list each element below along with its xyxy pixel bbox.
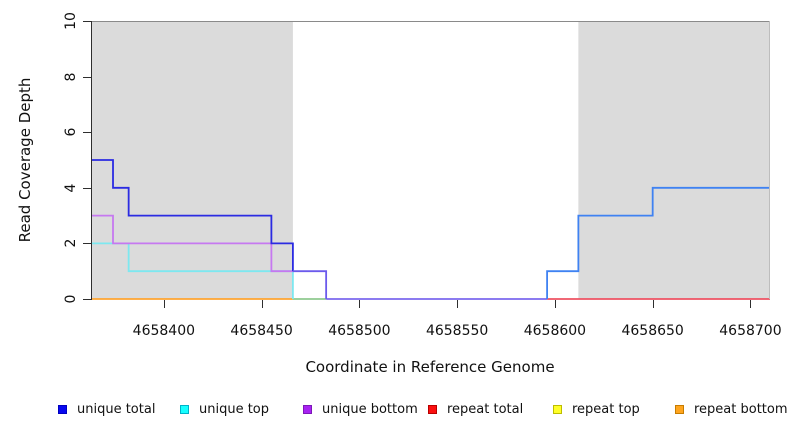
shaded-region <box>578 21 770 299</box>
series-line <box>91 214 293 273</box>
x-tick-label: 4658550 <box>425 323 489 339</box>
x-tick-mark <box>457 300 458 308</box>
y-tick-mark <box>83 188 91 189</box>
legend-item: unique top <box>180 401 269 417</box>
legend-item: repeat total <box>428 401 523 417</box>
x-tick-label: 4658400 <box>132 323 196 339</box>
y-tick-mark <box>83 243 91 244</box>
x-tick-label: 4658450 <box>230 323 293 339</box>
y-tick-label: 2 <box>63 238 79 248</box>
shaded-region <box>91 21 293 299</box>
series-line <box>546 186 770 299</box>
series-line <box>91 159 294 272</box>
x-tick-label: 4658500 <box>328 323 391 339</box>
x-tick-mark <box>359 300 360 308</box>
y-tick-label: 10 <box>63 12 79 30</box>
x-tick-mark <box>750 300 751 308</box>
legend-label: repeat total <box>447 401 524 417</box>
x-tick-mark <box>164 300 165 308</box>
legend-swatch-icon <box>553 404 562 414</box>
y-tick-label: 0 <box>63 294 79 304</box>
x-tick-label: 4658650 <box>621 323 684 339</box>
y-tick-label: 4 <box>63 183 79 193</box>
y-tick-mark <box>83 21 91 22</box>
legend-swatch-icon <box>180 404 189 414</box>
legend-item: repeat top <box>553 401 640 417</box>
y-tick-label: 6 <box>63 127 79 137</box>
legend-swatch-icon <box>58 404 67 414</box>
x-tick-label: 4658700 <box>719 323 782 339</box>
legend-item: repeat bottom <box>675 401 788 417</box>
x-tick-mark <box>262 300 263 308</box>
legend-item: unique bottom <box>303 401 418 417</box>
legend-swatch-icon <box>303 404 312 414</box>
x-tick-label: 4658600 <box>523 323 587 339</box>
series-line <box>292 270 328 299</box>
plot-frame-top <box>91 21 770 22</box>
legend-label: repeat top <box>572 401 640 417</box>
plot-frame-right <box>769 21 770 299</box>
legend-label: unique bottom <box>322 401 418 417</box>
legend-swatch-icon <box>675 404 684 414</box>
legend-label: unique top <box>199 401 270 417</box>
x-tick-mark <box>555 300 556 308</box>
legend-label: repeat bottom <box>694 401 788 417</box>
x-axis-title: Coordinate in Reference Genome <box>305 358 555 376</box>
y-tick-label: 8 <box>63 72 79 82</box>
y-axis-line <box>91 21 92 300</box>
y-tick-mark <box>83 299 91 300</box>
y-tick-mark <box>83 77 91 78</box>
legend-swatch-icon <box>428 404 437 414</box>
legend-item: unique total <box>58 401 155 417</box>
y-axis-title: Read Coverage Depth <box>16 77 34 243</box>
y-tick-mark <box>83 132 91 133</box>
legend-label: unique total <box>77 401 156 417</box>
x-tick-mark <box>653 300 654 308</box>
